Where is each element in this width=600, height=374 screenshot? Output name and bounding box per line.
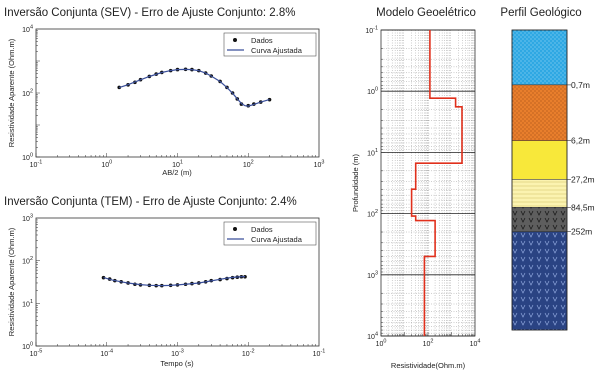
y-tick-label: 103 xyxy=(22,214,33,224)
y-tick-label: 101 xyxy=(22,299,33,309)
y-tick-label: 104 xyxy=(367,332,378,342)
x-tick-label: 100 xyxy=(101,160,112,170)
y-tick-label: 100 xyxy=(22,342,33,352)
x-tick-label: 102 xyxy=(423,339,434,349)
sev-chart-title: Inversão Conjunta (SEV) - Erro de Ajuste… xyxy=(4,7,296,19)
geoelectric-model-chart: Modelo Geoelétrico 100 102 104 10-1 100 101 10… xyxy=(351,7,480,370)
x-tick-label: 104 xyxy=(470,339,481,349)
geological-profile: Perfil Geológico 0,7m 6,2m 27,2m 84,5m 252m xyxy=(500,7,595,331)
model-step-line xyxy=(410,30,463,336)
x-tick-label: 103 xyxy=(314,160,325,170)
x-tick-label: 10-3 xyxy=(171,349,184,359)
legend-marker-points xyxy=(233,227,237,231)
y-tick-label: 104 xyxy=(22,25,33,35)
fit-curve-line xyxy=(103,276,246,287)
x-tick-label: 101 xyxy=(172,160,183,170)
sev-y-axis-label: Resistividade Aparente (Ohm.m) xyxy=(7,38,16,147)
data-point xyxy=(243,274,247,279)
x-tick-label: 10-5 xyxy=(30,349,43,359)
model-y-axis-label: Profundidade (m) xyxy=(351,154,360,212)
tem-chart: Inversão Conjunta (TEM) - Erro de Ajuste… xyxy=(4,196,325,368)
geo-layer-pattern xyxy=(512,231,567,330)
sev-chart: Inversão Conjunta (SEV) - Erro de Ajuste… xyxy=(4,7,324,177)
geo-profile-border xyxy=(511,29,568,331)
depth-label: 6,2m xyxy=(571,136,590,146)
x-tick-label: 100 xyxy=(376,339,387,349)
geo-layer-pattern xyxy=(512,30,567,85)
geo-profile-title: Perfil Geológico xyxy=(500,7,581,19)
model-x-axis-label: Resistividade(Ohm.m) xyxy=(391,361,466,370)
depth-label: 27,2m xyxy=(571,174,595,184)
x-tick-label: 10-4 xyxy=(100,349,113,359)
y-tick-label: 100 xyxy=(367,87,378,97)
tem-x-axis-label: Tempo (s) xyxy=(160,359,194,368)
depth-label: 252m xyxy=(571,227,592,237)
y-tick-label: 102 xyxy=(367,209,378,219)
legend-entry-dados: Dados xyxy=(251,36,273,45)
sev-x-axis-label: AB/2 (m) xyxy=(162,168,192,177)
tem-y-axis-label: Resistividade Aparente (Ohm.m) xyxy=(7,227,16,336)
tem-chart-title: Inversão Conjunta (TEM) - Erro de Ajuste… xyxy=(4,196,297,208)
model-chart-title: Modelo Geoelétrico xyxy=(376,7,476,19)
geo-layer-pattern xyxy=(512,84,567,141)
x-tick-label: 10-2 xyxy=(242,349,255,359)
geo-layer-pattern xyxy=(512,179,567,208)
y-tick-label: 102 xyxy=(22,89,33,99)
y-tick-label: 101 xyxy=(367,148,378,158)
legend-entry-curva-ajustada: Curva Ajustada xyxy=(251,235,303,244)
geo-layer-pattern xyxy=(512,207,567,232)
x-tick-label: 10-1 xyxy=(30,160,43,170)
y-tick-label: 103 xyxy=(367,270,378,280)
legend-marker-points xyxy=(233,38,237,42)
geo-layer xyxy=(511,140,568,180)
sev-legend: Dados Curva Ajustada xyxy=(223,32,317,57)
y-tick-label: 100 xyxy=(22,153,33,163)
tem-legend: Dados Curva Ajustada xyxy=(223,221,317,246)
y-tick-label: 10-1 xyxy=(365,26,378,36)
x-tick-label: 102 xyxy=(243,160,254,170)
data-point xyxy=(267,97,272,102)
depth-label: 0,7m xyxy=(571,80,590,90)
x-tick-label: 10-1 xyxy=(313,349,326,359)
y-tick-label: 102 xyxy=(22,256,33,266)
fit-curve-line xyxy=(119,68,270,107)
depth-label: 84,5m xyxy=(571,202,595,212)
legend-entry-dados: Dados xyxy=(251,225,273,234)
legend-entry-curva-ajustada: Curva Ajustada xyxy=(251,46,303,55)
